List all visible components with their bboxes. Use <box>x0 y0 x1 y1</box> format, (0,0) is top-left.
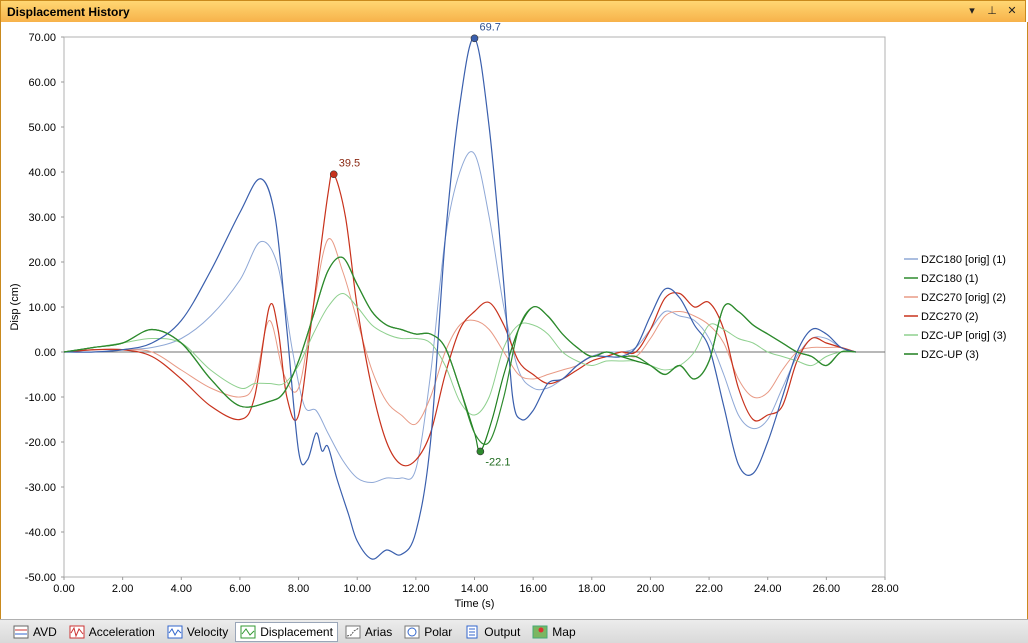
pin-icon[interactable]: ⊥ <box>987 5 997 17</box>
panel-title: Displacement History <box>7 5 130 19</box>
close-icon[interactable]: ✕ <box>1007 5 1017 17</box>
peak-marker <box>470 34 479 43</box>
series-line <box>63 37 856 560</box>
displacement-icon <box>240 625 256 638</box>
y-tick-label: -20.00 <box>25 437 56 449</box>
polar-icon <box>404 625 420 638</box>
x-tick-label: 0.00 <box>53 583 74 595</box>
x-axis-label: Time (s) <box>455 598 495 610</box>
x-tick-label: 6.00 <box>229 583 250 595</box>
avd-icon <box>13 625 29 638</box>
tab-polar[interactable]: Polar <box>399 622 457 642</box>
tab-label: AVD <box>33 624 57 639</box>
y-tick-label: 50.00 <box>28 122 56 134</box>
tab-arias[interactable]: Arias <box>340 622 397 642</box>
legend-entry: DZC-UP (3) <box>921 349 979 361</box>
legend-entry: DZC270 (2) <box>921 311 978 323</box>
x-tick-label: 26.00 <box>813 583 841 595</box>
y-tick-label: 60.00 <box>28 77 56 89</box>
legend-entry: DZC180 (1) <box>921 273 978 285</box>
x-tick-label: 16.00 <box>519 583 547 595</box>
tab-output[interactable]: Output <box>459 622 525 642</box>
tab-displacement[interactable]: Displacement <box>235 621 338 642</box>
tab-avd[interactable]: AVD <box>8 622 62 642</box>
series-line <box>63 151 856 484</box>
panel-header: Displacement History ▾ ⊥ ✕ <box>0 0 1026 22</box>
tab-velocity[interactable]: Velocity <box>162 622 233 642</box>
map-icon <box>532 625 548 638</box>
tab-label: Velocity <box>186 624 229 639</box>
peak-marker <box>329 170 338 179</box>
chart-panel: 70.00 60.00 50.00 40.00 30.00 20.00 10.00 0.00-… <box>0 21 1028 619</box>
y-tick-label: 10.00 <box>28 302 56 314</box>
dropdown-arrow-icon[interactable]: ▾ <box>969 5 975 17</box>
y-tick-label: -30.00 <box>25 482 56 494</box>
series-line <box>63 292 856 416</box>
peak-label: 69.7 <box>480 22 501 33</box>
arias-icon <box>345 625 361 638</box>
x-tick-label: 24.00 <box>754 583 782 595</box>
x-tick-label: 18.00 <box>578 583 606 595</box>
y-tick-label: -50.00 <box>25 572 56 584</box>
peak-marker <box>476 447 485 456</box>
y-axis-label: Disp (cm) <box>9 283 21 330</box>
x-tick-label: 4.00 <box>171 583 192 595</box>
acceleration-icon <box>69 625 85 638</box>
x-tick-label: 14.00 <box>461 583 489 595</box>
x-tick-label: 28.00 <box>871 583 899 595</box>
peak-label: -22.1 <box>485 456 510 468</box>
x-tick-label: 20.00 <box>637 583 665 595</box>
series-line <box>63 172 856 467</box>
tab-label: Polar <box>424 624 453 639</box>
series-line <box>63 238 856 426</box>
x-tick-label: 10.00 <box>343 583 371 595</box>
y-tick-label: 30.00 <box>28 212 56 224</box>
y-tick-label: 0.00 <box>35 347 56 359</box>
tab-label: Output <box>484 624 521 639</box>
bottom-tab-bar: AVD Acceleration Velocity Displacement Arias… <box>0 619 1028 643</box>
x-tick-label: 12.00 <box>402 583 430 595</box>
tab-label: Acceleration <box>88 624 155 639</box>
legend-entry: DZC270 [orig] (2) <box>921 292 1006 304</box>
x-tick-label: 2.00 <box>112 583 133 595</box>
legend-entry: DZC-UP [orig] (3) <box>921 330 1006 342</box>
series-line <box>63 256 856 445</box>
y-tick-label: -40.00 <box>25 527 56 539</box>
y-tick-label: -10.00 <box>25 392 56 404</box>
panel-header-buttons: ▾ ⊥ ✕ <box>965 4 1019 18</box>
y-tick-label: 70.00 <box>28 32 56 44</box>
velocity-icon <box>167 625 183 638</box>
tab-label: Map <box>552 624 576 639</box>
y-tick-label: 20.00 <box>28 257 56 269</box>
plot-frame <box>63 36 886 578</box>
legend-entry: DZC180 [orig] (1) <box>921 254 1006 266</box>
x-tick-label: 8.00 <box>288 583 309 595</box>
displacement-chart: 70.0060.0050.0040.0030.0020.0010.000.00-… <box>9 21 1006 610</box>
y-tick-label: 40.00 <box>28 167 56 179</box>
x-tick-label: 22.00 <box>695 583 723 595</box>
tab-label: Displacement <box>260 624 333 639</box>
tab-map[interactable]: Map <box>527 622 580 642</box>
output-icon <box>466 625 478 638</box>
peak-label: 39.5 <box>339 157 360 169</box>
tab-acceleration[interactable]: Acceleration <box>64 622 160 642</box>
tab-label: Arias <box>364 624 393 639</box>
